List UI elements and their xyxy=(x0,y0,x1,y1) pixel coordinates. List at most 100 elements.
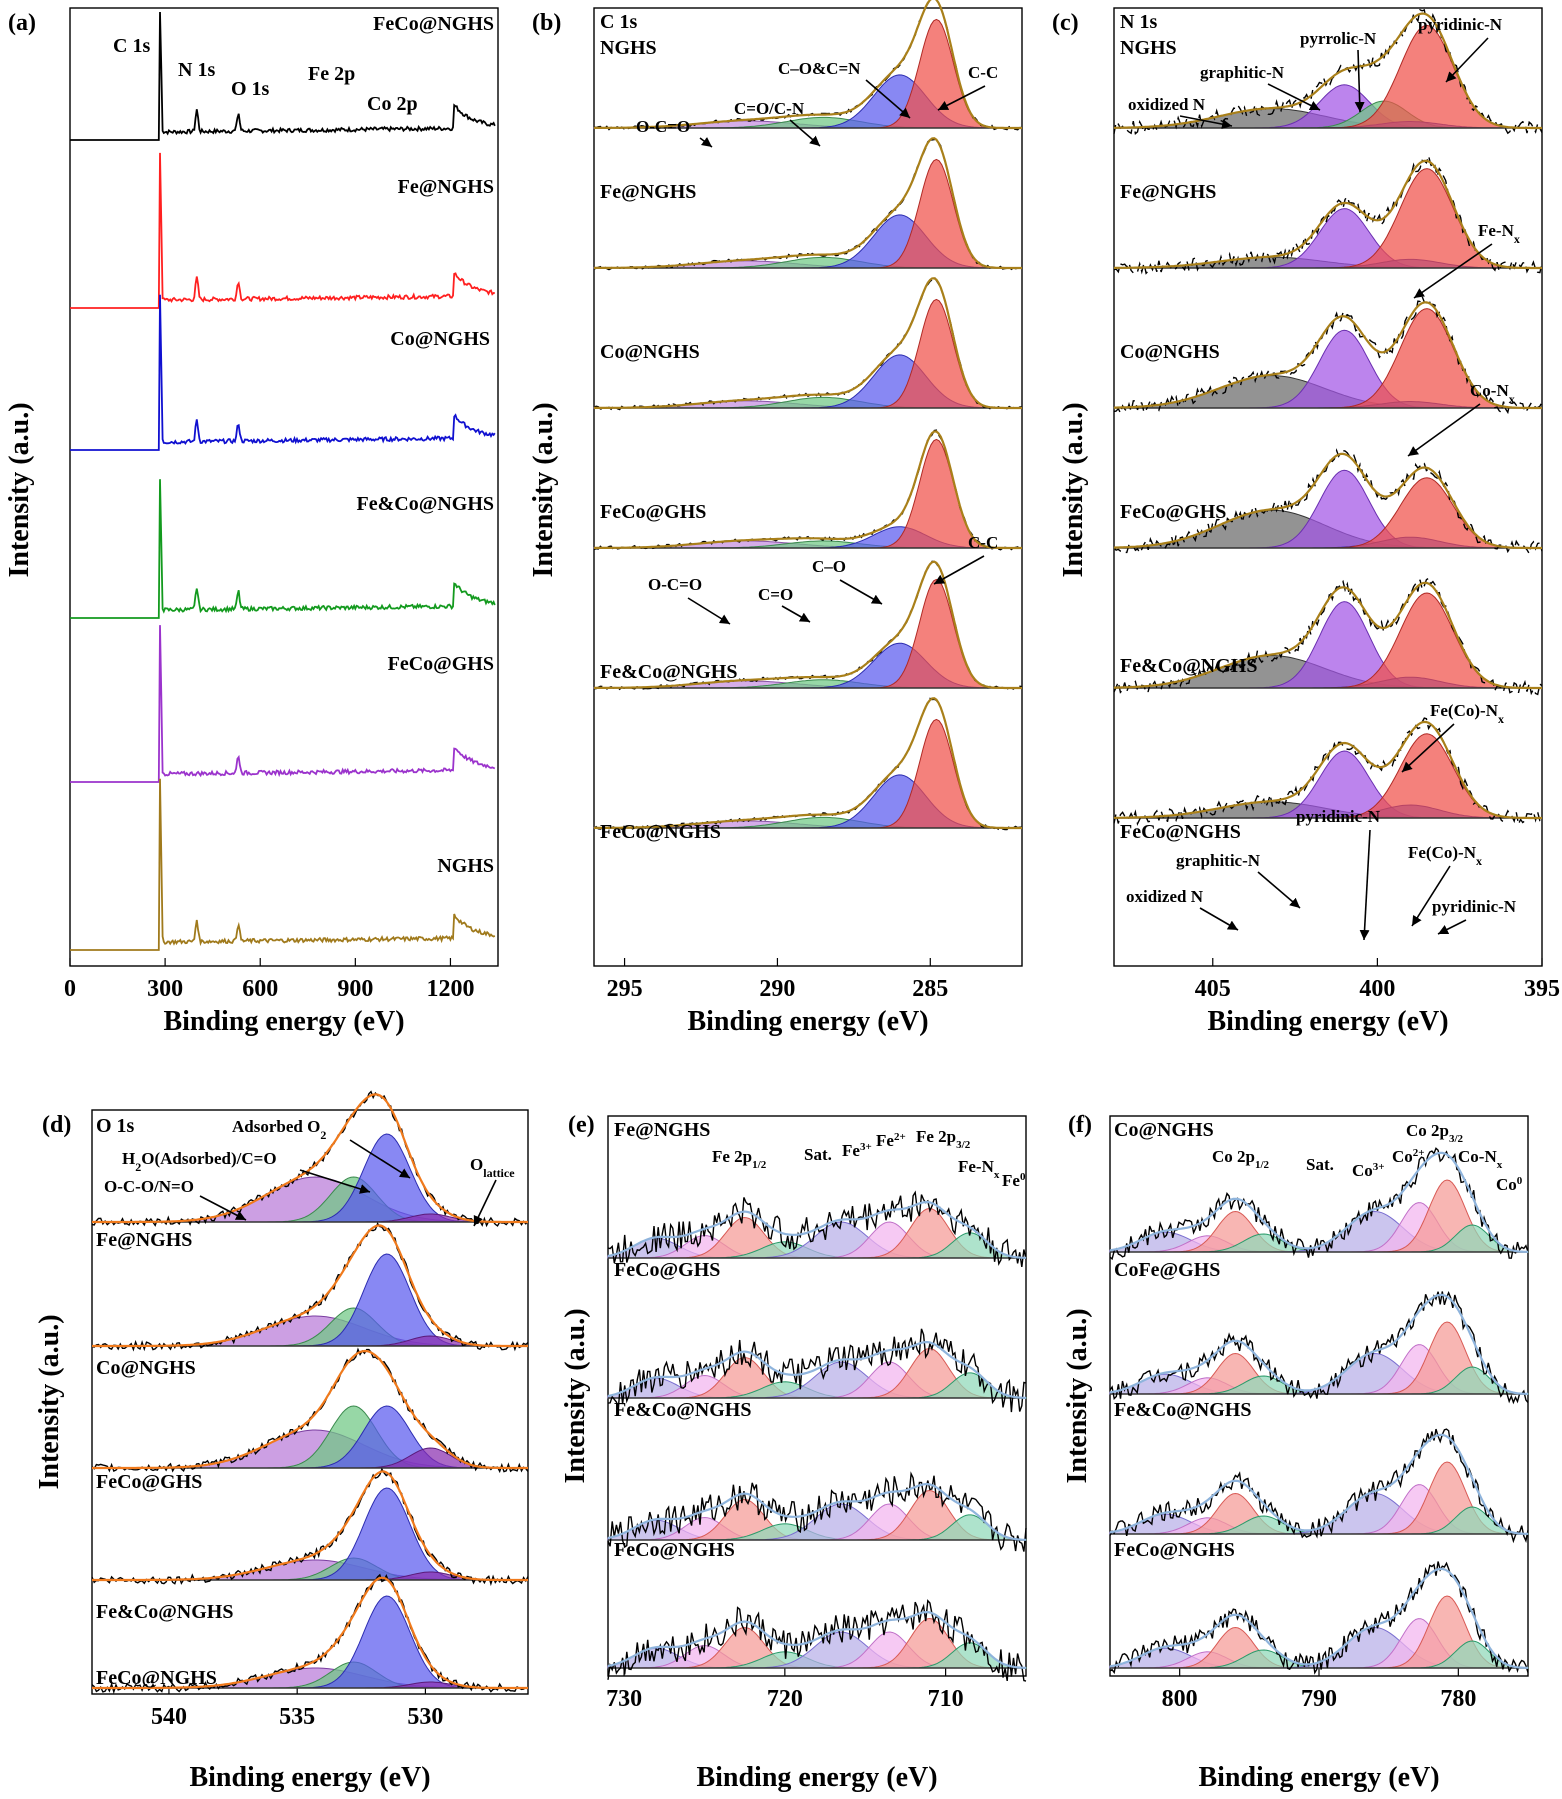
panel-c-ann-b-graphitic: graphitic-N xyxy=(1176,851,1261,870)
panel-c-ann-oxidized: oxidized N xyxy=(1128,95,1206,114)
survey-trace-5 xyxy=(70,778,496,951)
panel-f-ann-sat: Sat. xyxy=(1306,1155,1334,1174)
panel-b-row0-envelope xyxy=(594,0,1022,130)
panel-e-ann-fenx-main: Fe-N xyxy=(958,1157,995,1176)
panel-f-ann-conx-sub: x xyxy=(1497,1159,1503,1171)
panel-b-tick-label-2: 285 xyxy=(912,976,948,1002)
panel-b-ann2-ococ: O-C=O xyxy=(648,575,702,594)
panel-c-row5-envelope xyxy=(1114,720,1542,820)
panel-b-row0-raw xyxy=(593,0,1022,131)
panel-f-y-label: Intensity (a.u.) xyxy=(1062,1308,1093,1483)
panel-d-spectra xyxy=(91,1090,529,1695)
panel-a-label-co-nghs: Co@NGHS xyxy=(390,328,490,350)
panel-d-ann-oco: O-C-O/N=O xyxy=(104,1177,194,1196)
panel-e-row3-envelope xyxy=(607,1611,1026,1669)
panel-d-tick-label-2: 530 xyxy=(407,1704,443,1730)
panel-e-ann-fe2: Fe2+ xyxy=(876,1131,906,1150)
panel-c-arrow-3 xyxy=(1354,49,1365,113)
panel-e-row3-raw xyxy=(607,1599,1027,1682)
panel-a-tick-label-0: 0 xyxy=(64,976,76,1002)
panel-d-x-label: Binding energy (eV) xyxy=(189,1762,430,1793)
panel-a-peak-c1s: C 1s xyxy=(113,35,150,57)
panel-b-arrow-2 xyxy=(789,119,821,147)
panel-c-y-label: Intensity (a.u.) xyxy=(1058,402,1089,577)
panel-f-ann-co3-sup: 3+ xyxy=(1373,1161,1385,1173)
panel-f-label-cofe-ghs: CoFe@GHS xyxy=(1114,1259,1220,1281)
panel-b-ann2-c-o: C–O xyxy=(812,557,846,576)
panel-d-row0-envelope xyxy=(92,1093,528,1224)
panel-e-x-label: Binding energy (eV) xyxy=(696,1762,937,1793)
panel-c-arrow-7 xyxy=(1401,723,1455,773)
panel-e-ann-fe0: Fe0 xyxy=(1002,1171,1026,1190)
panel-f-row2-envelope xyxy=(1109,1433,1529,1535)
panel-c-ann-fecon-main: Fe(Co)-N xyxy=(1430,701,1499,720)
panel-e-ticks: 730 720 710 xyxy=(606,1668,964,1712)
panel-b-arrow-6 xyxy=(781,605,811,623)
panel-c-ann-graphitic: graphitic-N xyxy=(1200,63,1285,82)
panel-f-ann-co3: Co3+ xyxy=(1352,1161,1385,1180)
panel-a-y-label: Intensity (a.u.) xyxy=(4,402,35,577)
panel-c-ann-b-pyridinic2: pyridinic-N xyxy=(1432,897,1517,916)
panel-d-arrow-3 xyxy=(199,1195,247,1221)
panel-f-ann-co2p32-sub: 3/2 xyxy=(1449,1133,1464,1145)
panel-e-row1-envelope xyxy=(607,1341,1026,1399)
panel-c-row1-envelope xyxy=(1114,159,1542,270)
panel-b-label-feco-nghs: FeCo@NGHS xyxy=(600,821,721,843)
panel-c-ann-conx: Co-Nx xyxy=(1470,381,1515,406)
panel-b-arrow-1 xyxy=(699,137,713,148)
panel-d-ann-adsorbed: Adsorbed O2 xyxy=(232,1117,326,1142)
panel-e-tick-label-2: 710 xyxy=(928,1686,964,1712)
panel-f-tick-label-0: 800 xyxy=(1162,1686,1198,1712)
panel-b-arrow-8 xyxy=(933,555,985,585)
panel-e: (e) Intensity (a.u.) Binding energy (eV)… xyxy=(560,1112,1027,1793)
panel-b-arrow-5 xyxy=(687,597,731,625)
panel-c-header-n1s: N 1s xyxy=(1120,11,1157,33)
panel-f-ann-co2p12-main: Co 2p xyxy=(1212,1147,1255,1166)
panel-d-row2-envelope xyxy=(92,1349,528,1470)
panel-b-arrow-3 xyxy=(865,79,911,119)
panel-c-label-feco-and-nghs: Fe&Co@NGHS xyxy=(1120,655,1257,677)
panel-b-arrow-4 xyxy=(937,85,986,111)
panel-a-peak-fe2p: Fe 2p xyxy=(308,63,355,85)
panel-c-arrow-12 xyxy=(1437,919,1467,935)
panel-e-ann-fe3-sup: 3+ xyxy=(860,1141,872,1153)
panel-f-spectra xyxy=(1109,1147,1529,1675)
panel-d-row1-envelope xyxy=(92,1224,528,1348)
panel-c-ticks: 405 400 395 xyxy=(1195,958,1560,1002)
panel-c-letter: (c) xyxy=(1052,10,1079,36)
panel-e-ann-fe2p12-main: Fe 2p xyxy=(712,1147,752,1166)
panel-d-frame xyxy=(91,1109,529,1695)
survey-trace-3 xyxy=(70,479,496,619)
panel-a-traces xyxy=(70,11,496,951)
panel-b-ticks: 295 290 285 xyxy=(607,958,948,1002)
panel-c-ann-fenx-sub: x xyxy=(1514,232,1520,246)
panel-d-tick-label-0: 540 xyxy=(151,1704,187,1730)
panel-e-label-fe-nghs: Fe@NGHS xyxy=(614,1119,710,1141)
panel-a-label-feco-ghs: FeCo@GHS xyxy=(388,653,494,675)
panel-e-ann-fe0-main: Fe xyxy=(1002,1171,1020,1190)
panel-d-arrow-2 xyxy=(299,1169,371,1194)
panel-b-frame xyxy=(593,7,1023,967)
panel-a-peak-co2p: Co 2p xyxy=(367,93,418,115)
panel-d-ann-adsorbed-main: Adsorbed O xyxy=(232,1117,320,1136)
panel-f-row1-raw xyxy=(1109,1291,1529,1405)
survey-trace-2 xyxy=(70,294,496,451)
panel-a-peak-n1s: N 1s xyxy=(178,59,215,81)
panel-b-label-feco-and-nghs: Fe&Co@NGHS xyxy=(600,661,737,683)
panel-d-header: O 1s xyxy=(96,1115,135,1137)
panel-c-ann-b-fecon-sub: x xyxy=(1476,854,1482,868)
panel-a-tick-label-3: 900 xyxy=(337,976,373,1002)
panel-e-ann-fe3: Fe3+ xyxy=(842,1141,872,1160)
panel-a: (a) Intensity (a.u.) Binding energy (eV)… xyxy=(4,7,499,1037)
panel-e-ann-fenx-sub: x xyxy=(994,1169,1000,1181)
panel-f-row3-raw xyxy=(1109,1561,1529,1675)
panel-c-ann-conx-main: Co-N xyxy=(1470,381,1509,400)
panel-d-ann-lattice-sub: lattice xyxy=(483,1166,515,1180)
panel-b-ann2-co: C=O xyxy=(758,585,793,604)
panel-e-ann-fe2p32-sub: 3/2 xyxy=(956,1139,971,1151)
survey-trace-1 xyxy=(70,152,496,309)
panel-d-label-feco-and-nghs: Fe&Co@NGHS xyxy=(96,1601,233,1623)
panel-f-tick-label-2: 780 xyxy=(1440,1686,1476,1712)
panel-a-label-feco-nghs: FeCo@NGHS xyxy=(373,13,494,35)
panel-c-ann-pyrrolic: pyrrolic-N xyxy=(1300,29,1377,48)
